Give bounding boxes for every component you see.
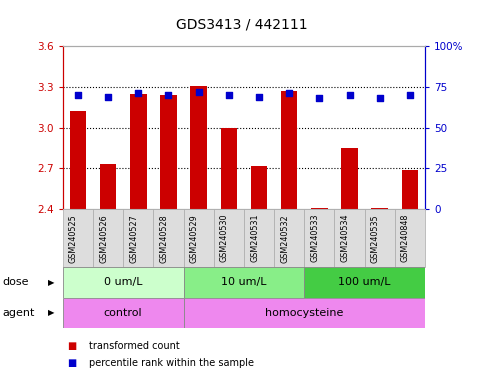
Text: ■: ■: [68, 358, 77, 368]
Point: [346, 92, 354, 98]
Text: GSM240529: GSM240529: [190, 214, 199, 263]
Bar: [70, 111, 86, 209]
Bar: [63, 298, 184, 328]
Bar: [281, 91, 298, 209]
Bar: [123, 209, 154, 267]
Text: GSM240534: GSM240534: [341, 214, 350, 262]
Bar: [274, 209, 304, 267]
Point: [315, 95, 323, 101]
Text: 100 um/L: 100 um/L: [339, 277, 391, 287]
Bar: [221, 127, 237, 209]
Bar: [304, 267, 425, 298]
Text: GSM240527: GSM240527: [129, 214, 138, 263]
Text: GSM240526: GSM240526: [99, 214, 108, 263]
Text: percentile rank within the sample: percentile rank within the sample: [89, 358, 255, 368]
Bar: [160, 95, 177, 209]
Point: [195, 89, 202, 95]
Bar: [395, 209, 425, 267]
Text: 0 um/L: 0 um/L: [104, 277, 142, 287]
Bar: [190, 86, 207, 209]
Text: GSM240535: GSM240535: [371, 214, 380, 263]
Text: dose: dose: [2, 277, 29, 287]
Bar: [213, 209, 244, 267]
Text: ▶: ▶: [48, 278, 55, 287]
Text: ▶: ▶: [48, 308, 55, 318]
Point: [255, 94, 263, 100]
Text: GSM240848: GSM240848: [401, 214, 410, 262]
Text: homocysteine: homocysteine: [265, 308, 343, 318]
Text: GDS3413 / 442111: GDS3413 / 442111: [176, 17, 307, 31]
Text: control: control: [104, 308, 142, 318]
Bar: [371, 208, 388, 209]
Point: [406, 92, 414, 98]
Point: [376, 95, 384, 101]
Bar: [341, 148, 358, 209]
Bar: [251, 166, 267, 209]
Point: [74, 92, 82, 98]
Bar: [63, 267, 184, 298]
Point: [285, 90, 293, 96]
Bar: [402, 170, 418, 209]
Text: GSM240530: GSM240530: [220, 214, 229, 262]
Text: GSM240525: GSM240525: [69, 214, 78, 263]
Bar: [63, 209, 93, 267]
Bar: [365, 209, 395, 267]
Text: GSM240528: GSM240528: [159, 214, 169, 263]
Bar: [184, 298, 425, 328]
Point: [134, 90, 142, 96]
Point: [104, 94, 112, 100]
Text: GSM240532: GSM240532: [280, 214, 289, 263]
Bar: [93, 209, 123, 267]
Point: [165, 92, 172, 98]
Text: 10 um/L: 10 um/L: [221, 277, 267, 287]
Text: ■: ■: [68, 341, 77, 351]
Bar: [334, 209, 365, 267]
Bar: [244, 209, 274, 267]
Bar: [311, 208, 327, 209]
Text: transformed count: transformed count: [89, 341, 180, 351]
Bar: [154, 209, 184, 267]
Text: GSM240531: GSM240531: [250, 214, 259, 262]
Text: GSM240533: GSM240533: [311, 214, 319, 262]
Bar: [184, 209, 213, 267]
Point: [225, 92, 233, 98]
Bar: [184, 267, 304, 298]
Bar: [130, 94, 146, 209]
Bar: [100, 164, 116, 209]
Text: agent: agent: [2, 308, 35, 318]
Bar: [304, 209, 334, 267]
